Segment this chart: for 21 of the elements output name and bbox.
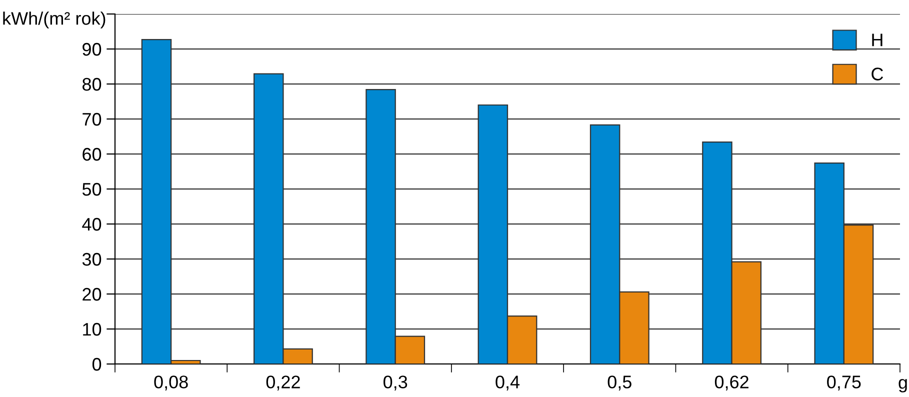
x-tick-label: 0,08 bbox=[154, 376, 188, 391]
y-axis-title: kWh/(m² rok) bbox=[3, 12, 106, 28]
y-tick-label: 30 bbox=[82, 252, 102, 266]
x-axis-title: g bbox=[898, 378, 907, 392]
y-tick-label: 50 bbox=[82, 182, 102, 196]
y-tick-label: 40 bbox=[82, 218, 102, 231]
y-tick-label: 0 bbox=[92, 358, 102, 371]
x-tick-label: 0,75 bbox=[827, 376, 861, 391]
y-tick-label: 60 bbox=[82, 148, 102, 161]
x-tick-label: 0,3 bbox=[384, 376, 408, 391]
y-tick-label: 80 bbox=[82, 78, 102, 91]
legend-label: H bbox=[872, 34, 882, 46]
x-tick-label: 0,22 bbox=[266, 376, 300, 391]
x-tick-label: 0,5 bbox=[608, 376, 632, 391]
y-tick-label: 70 bbox=[82, 112, 102, 126]
y-tick-label: 20 bbox=[82, 288, 102, 301]
x-tick-label: 0,62 bbox=[714, 376, 748, 391]
y-tick-label: 10 bbox=[83, 322, 102, 336]
y-tick-label: 90 bbox=[82, 42, 102, 56]
legend-label: C bbox=[872, 68, 884, 80]
x-tick-label: 0,4 bbox=[496, 376, 520, 391]
